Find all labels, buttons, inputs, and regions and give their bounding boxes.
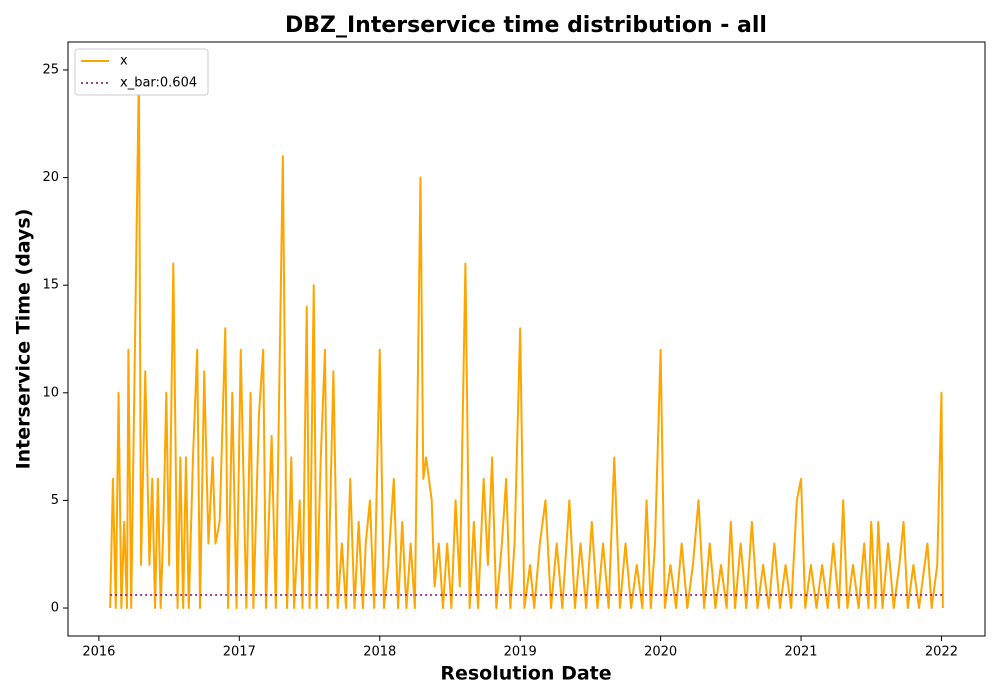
x-tick-label: 2020: [644, 645, 677, 660]
legend-label: x_bar:0.604: [120, 76, 197, 91]
x-tick-label: 2018: [363, 645, 396, 660]
plot-frame: [67, 41, 986, 637]
legend-label: x: [120, 54, 128, 69]
y-tick-label: 0: [51, 601, 59, 616]
x-tick-label: 2017: [223, 645, 256, 660]
chart-title: DBZ_Interservice time distribution - all: [285, 13, 767, 38]
y-tick-label: 25: [42, 62, 59, 77]
y-tick-label: 20: [42, 170, 59, 185]
x-tick-label: 2021: [784, 645, 817, 660]
y-tick-label: 10: [42, 385, 59, 400]
data-line: [109, 68, 944, 610]
y-tick-label: 15: [42, 278, 59, 293]
y-axis-label: Interservice Time (days): [13, 209, 35, 470]
x-tick-label: 2022: [925, 645, 958, 660]
x-tick-label: 2019: [504, 645, 537, 660]
x-axis-label: Resolution Date: [440, 663, 611, 685]
x-tick-label: 2016: [82, 645, 115, 660]
y-tick-label: 5: [51, 493, 59, 508]
